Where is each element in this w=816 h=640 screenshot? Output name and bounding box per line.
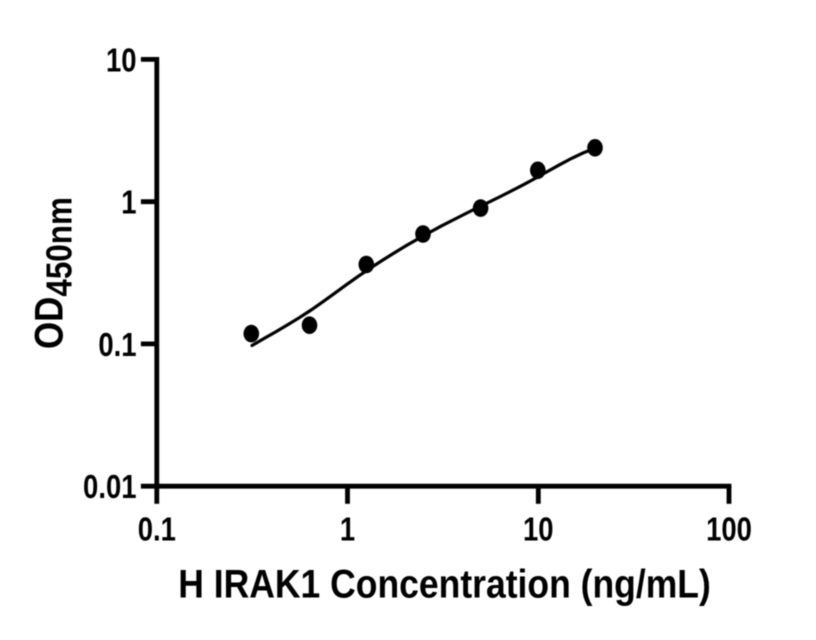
svg-text:1: 1	[340, 511, 355, 548]
svg-text:0.01: 0.01	[83, 469, 136, 506]
svg-text:100: 100	[706, 511, 752, 548]
svg-text:10: 10	[523, 511, 554, 548]
svg-text:0.1: 0.1	[98, 326, 136, 363]
svg-text:10: 10	[106, 42, 137, 79]
svg-text:1: 1	[121, 184, 136, 221]
svg-text:H IRAK1 Concentration (ng/mL): H IRAK1 Concentration (ng/mL)	[178, 562, 711, 606]
svg-text:0.1: 0.1	[138, 511, 176, 548]
